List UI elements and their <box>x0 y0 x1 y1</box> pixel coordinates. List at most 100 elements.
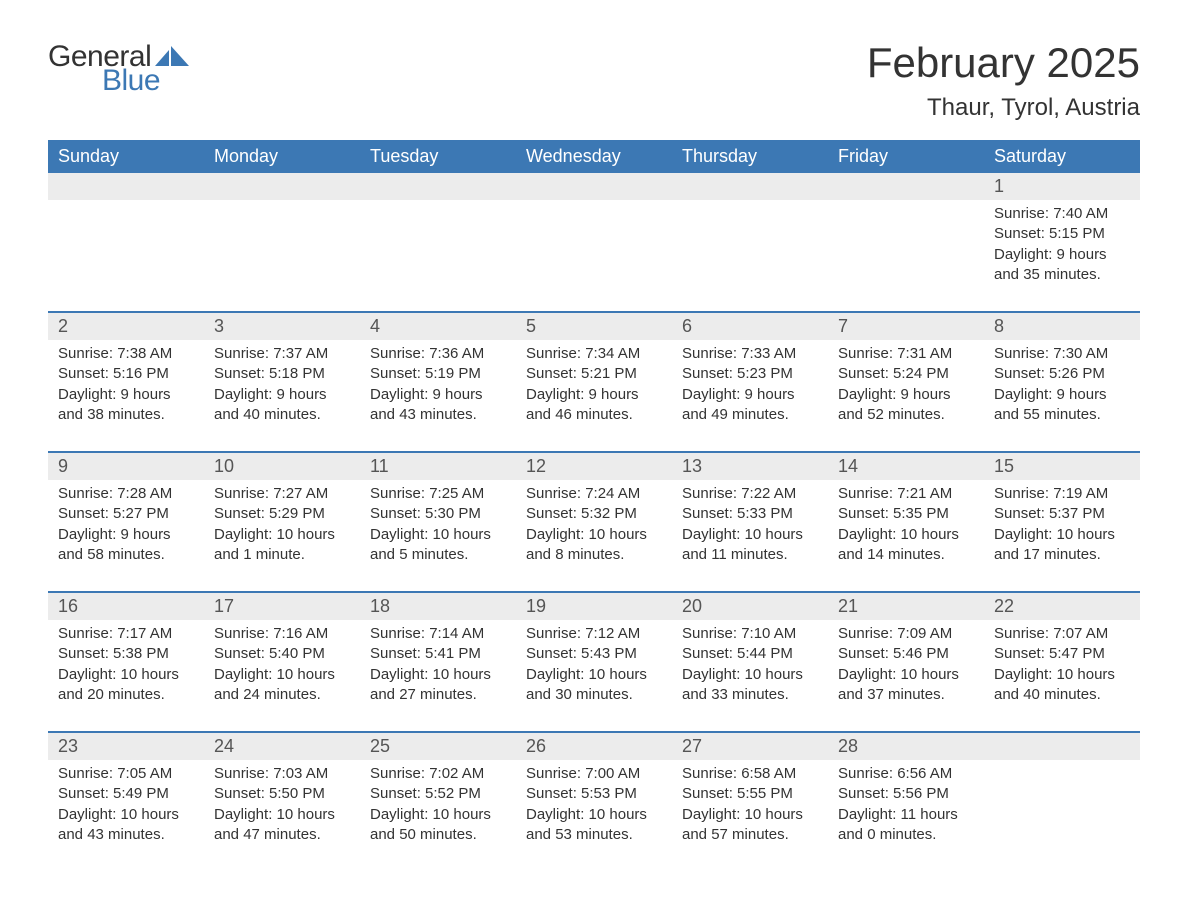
day-details: Sunrise: 7:28 AMSunset: 5:27 PMDaylight:… <box>58 484 194 565</box>
day-details: Sunrise: 7:05 AMSunset: 5:49 PMDaylight:… <box>58 764 194 845</box>
day-number: 24 <box>204 733 360 760</box>
daylight-line: Daylight: 10 hours and 57 minutes. <box>682 805 818 846</box>
calendar-cell: 16Sunrise: 7:17 AMSunset: 5:38 PMDayligh… <box>48 593 204 715</box>
daylight-line: Daylight: 9 hours and 49 minutes. <box>682 385 818 426</box>
day-number: 9 <box>48 453 204 480</box>
sunset-line: Sunset: 5:18 PM <box>214 364 350 384</box>
sunrise-line: Sunrise: 7:03 AM <box>214 764 350 784</box>
brand-blue: Blue <box>102 64 160 98</box>
sunset-line: Sunset: 5:47 PM <box>994 644 1130 664</box>
sunrise-line: Sunrise: 7:19 AM <box>994 484 1130 504</box>
daylight-line: Daylight: 10 hours and 50 minutes. <box>370 805 506 846</box>
daylight-line: Daylight: 10 hours and 33 minutes. <box>682 665 818 706</box>
daylight-line: Daylight: 10 hours and 40 minutes. <box>994 665 1130 706</box>
day-details: Sunrise: 7:12 AMSunset: 5:43 PMDaylight:… <box>526 624 662 705</box>
calendar-week: 9 Sunrise: 7:28 AMSunset: 5:27 PMDaylight… <box>48 451 1140 575</box>
daylight-line: Daylight: 9 hours and 58 minutes. <box>58 525 194 566</box>
day-number: 17 <box>204 593 360 620</box>
sunrise-line: Sunrise: 7:40 AM <box>994 204 1130 224</box>
sunrise-line: Sunrise: 7:30 AM <box>994 344 1130 364</box>
day-details: Sunrise: 7:30 AMSunset: 5:26 PMDaylight:… <box>994 344 1130 425</box>
daylight-line: Daylight: 10 hours and 24 minutes. <box>214 665 350 706</box>
calendar-cell <box>828 173 984 295</box>
daylight-line: Daylight: 10 hours and 43 minutes. <box>58 805 194 846</box>
sunrise-line: Sunrise: 7:22 AM <box>682 484 818 504</box>
sunset-line: Sunset: 5:37 PM <box>994 504 1130 524</box>
calendar-cell: 18Sunrise: 7:14 AMSunset: 5:41 PMDayligh… <box>360 593 516 715</box>
day-number <box>828 173 984 200</box>
calendar-cell: 4Sunrise: 7:36 AMSunset: 5:19 PMDaylight… <box>360 313 516 435</box>
day-number <box>48 173 204 200</box>
sunrise-line: Sunrise: 7:17 AM <box>58 624 194 644</box>
day-details: Sunrise: 7:40 AMSunset: 5:15 PMDaylight:… <box>994 204 1130 285</box>
day-details: Sunrise: 7:24 AMSunset: 5:32 PMDaylight:… <box>526 484 662 565</box>
calendar-cell <box>360 173 516 295</box>
sunrise-line: Sunrise: 7:12 AM <box>526 624 662 644</box>
day-number: 10 <box>204 453 360 480</box>
daylight-line: Daylight: 10 hours and 30 minutes. <box>526 665 662 706</box>
day-number: 7 <box>828 313 984 340</box>
dayname-friday: Friday <box>828 140 984 173</box>
sunrise-line: Sunrise: 7:21 AM <box>838 484 974 504</box>
day-details: Sunrise: 7:07 AMSunset: 5:47 PMDaylight:… <box>994 624 1130 705</box>
day-details: Sunrise: 7:09 AMSunset: 5:46 PMDaylight:… <box>838 624 974 705</box>
sunset-line: Sunset: 5:35 PM <box>838 504 974 524</box>
day-details: Sunrise: 6:58 AMSunset: 5:55 PMDaylight:… <box>682 764 818 845</box>
day-number: 6 <box>672 313 828 340</box>
day-details: Sunrise: 7:14 AMSunset: 5:41 PMDaylight:… <box>370 624 506 705</box>
calendar-cell: 22Sunrise: 7:07 AMSunset: 5:47 PMDayligh… <box>984 593 1140 715</box>
calendar-cell: 11 Sunrise: 7:25 AMSunset: 5:30 PMDayligh… <box>360 453 516 575</box>
sunrise-line: Sunrise: 7:10 AM <box>682 624 818 644</box>
day-number <box>204 173 360 200</box>
sunrise-line: Sunrise: 6:58 AM <box>682 764 818 784</box>
sunrise-line: Sunrise: 7:28 AM <box>58 484 194 504</box>
day-details: Sunrise: 7:22 AMSunset: 5:33 PMDaylight:… <box>682 484 818 565</box>
day-number: 25 <box>360 733 516 760</box>
calendar-week: 23Sunrise: 7:05 AMSunset: 5:49 PMDayligh… <box>48 731 1140 855</box>
brand-flag-icon <box>155 44 189 71</box>
calendar-cell: 3Sunrise: 7:37 AMSunset: 5:18 PMDaylight… <box>204 313 360 435</box>
sunset-line: Sunset: 5:19 PM <box>370 364 506 384</box>
dayname-monday: Monday <box>204 140 360 173</box>
day-details: Sunrise: 7:03 AMSunset: 5:50 PMDaylight:… <box>214 764 350 845</box>
calendar-cell: 15Sunrise: 7:19 AMSunset: 5:37 PMDayligh… <box>984 453 1140 575</box>
sunset-line: Sunset: 5:30 PM <box>370 504 506 524</box>
day-number: 12 <box>516 453 672 480</box>
sunrise-line: Sunrise: 7:34 AM <box>526 344 662 364</box>
day-details: Sunrise: 7:00 AMSunset: 5:53 PMDaylight:… <box>526 764 662 845</box>
header: General Blue February 2025 Thaur, Tyrol,… <box>48 40 1140 122</box>
day-number: 14 <box>828 453 984 480</box>
calendar-cell: 7Sunrise: 7:31 AMSunset: 5:24 PMDaylight… <box>828 313 984 435</box>
daylight-line: Daylight: 9 hours and 52 minutes. <box>838 385 974 426</box>
sunrise-line: Sunrise: 7:37 AM <box>214 344 350 364</box>
sunset-line: Sunset: 5:29 PM <box>214 504 350 524</box>
sunset-line: Sunset: 5:15 PM <box>994 224 1130 244</box>
calendar-cell: 21Sunrise: 7:09 AMSunset: 5:46 PMDayligh… <box>828 593 984 715</box>
calendar-cell: 17Sunrise: 7:16 AMSunset: 5:40 PMDayligh… <box>204 593 360 715</box>
daylight-line: Daylight: 10 hours and 37 minutes. <box>838 665 974 706</box>
calendar-cell: 8Sunrise: 7:30 AMSunset: 5:26 PMDaylight… <box>984 313 1140 435</box>
day-details: Sunrise: 7:27 AMSunset: 5:29 PMDaylight:… <box>214 484 350 565</box>
sunset-line: Sunset: 5:21 PM <box>526 364 662 384</box>
day-number <box>360 173 516 200</box>
day-number: 28 <box>828 733 984 760</box>
day-details: Sunrise: 7:02 AMSunset: 5:52 PMDaylight:… <box>370 764 506 845</box>
daylight-line: Daylight: 10 hours and 20 minutes. <box>58 665 194 706</box>
sunset-line: Sunset: 5:16 PM <box>58 364 194 384</box>
dayname-wednesday: Wednesday <box>516 140 672 173</box>
day-number: 11 <box>360 453 516 480</box>
sunrise-line: Sunrise: 6:56 AM <box>838 764 974 784</box>
calendar-cell: 6Sunrise: 7:33 AMSunset: 5:23 PMDaylight… <box>672 313 828 435</box>
daylight-line: Daylight: 9 hours and 40 minutes. <box>214 385 350 426</box>
sunrise-line: Sunrise: 7:00 AM <box>526 764 662 784</box>
sunrise-line: Sunrise: 7:31 AM <box>838 344 974 364</box>
sunset-line: Sunset: 5:33 PM <box>682 504 818 524</box>
sunset-line: Sunset: 5:50 PM <box>214 784 350 804</box>
sunset-line: Sunset: 5:56 PM <box>838 784 974 804</box>
page-title: February 2025 <box>867 40 1140 86</box>
day-details: Sunrise: 7:25 AMSunset: 5:30 PMDaylight:… <box>370 484 506 565</box>
sunset-line: Sunset: 5:23 PM <box>682 364 818 384</box>
calendar-cell: 26Sunrise: 7:00 AMSunset: 5:53 PMDayligh… <box>516 733 672 855</box>
daylight-line: Daylight: 11 hours and 0 minutes. <box>838 805 974 846</box>
calendar-cell: 28 Sunrise: 6:56 AMSunset: 5:56 PMDayligh… <box>828 733 984 855</box>
